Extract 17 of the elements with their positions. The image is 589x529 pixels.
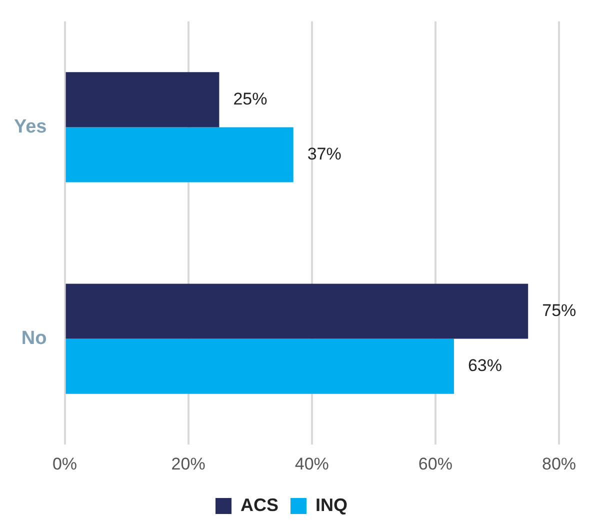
y-tick-label: Yes	[14, 116, 47, 138]
x-tick-label: 20%	[171, 454, 206, 474]
legend-label: ACS	[240, 494, 279, 515]
data-label: 75%	[542, 300, 576, 320]
y-tick-label: No	[21, 328, 47, 350]
bar	[66, 284, 528, 339]
bar	[66, 72, 220, 128]
data-label: 63%	[468, 356, 502, 375]
x-tick-label: 60%	[418, 454, 452, 474]
data-label: 37%	[307, 144, 342, 164]
data-label: 25%	[233, 89, 268, 108]
bar	[66, 127, 294, 182]
x-tick-label: 40%	[294, 454, 329, 474]
legend-label: INQ	[316, 494, 348, 515]
bar	[66, 338, 454, 394]
x-tick-label: 0%	[52, 454, 78, 474]
x-tick-label: 80%	[542, 454, 576, 474]
